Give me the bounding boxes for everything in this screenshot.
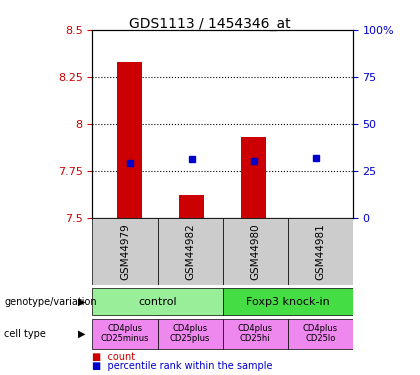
FancyBboxPatch shape (92, 319, 158, 349)
FancyBboxPatch shape (223, 217, 288, 285)
Bar (241, 137, 266, 218)
Bar (117, 62, 142, 217)
Text: ▶: ▶ (78, 297, 85, 307)
Text: CD4plus
CD25plus: CD4plus CD25plus (170, 324, 210, 344)
Text: Foxp3 knock-in: Foxp3 knock-in (246, 297, 330, 307)
Text: ▶: ▶ (78, 329, 85, 339)
Text: GSM44982: GSM44982 (185, 223, 195, 280)
FancyBboxPatch shape (158, 217, 223, 285)
Text: CD4plus
CD25minus: CD4plus CD25minus (101, 324, 149, 344)
Text: GSM44979: GSM44979 (120, 223, 130, 280)
FancyBboxPatch shape (288, 217, 353, 285)
Text: GSM44981: GSM44981 (315, 223, 325, 280)
Text: genotype/variation: genotype/variation (4, 297, 97, 307)
Text: CD4plus
CD25hi: CD4plus CD25hi (238, 324, 273, 344)
Text: cell type: cell type (4, 329, 46, 339)
FancyBboxPatch shape (223, 319, 288, 349)
Text: ■  percentile rank within the sample: ■ percentile rank within the sample (92, 361, 273, 371)
Text: GDS1113 / 1454346_at: GDS1113 / 1454346_at (129, 17, 291, 31)
FancyBboxPatch shape (92, 217, 158, 285)
Text: control: control (138, 297, 177, 307)
Text: CD4plus
CD25lo: CD4plus CD25lo (303, 324, 338, 344)
FancyBboxPatch shape (158, 319, 223, 349)
FancyBboxPatch shape (288, 319, 353, 349)
Bar (179, 195, 204, 217)
Text: ■  count: ■ count (92, 352, 136, 362)
FancyBboxPatch shape (223, 288, 353, 315)
Text: GSM44980: GSM44980 (250, 223, 260, 280)
FancyBboxPatch shape (92, 288, 223, 315)
